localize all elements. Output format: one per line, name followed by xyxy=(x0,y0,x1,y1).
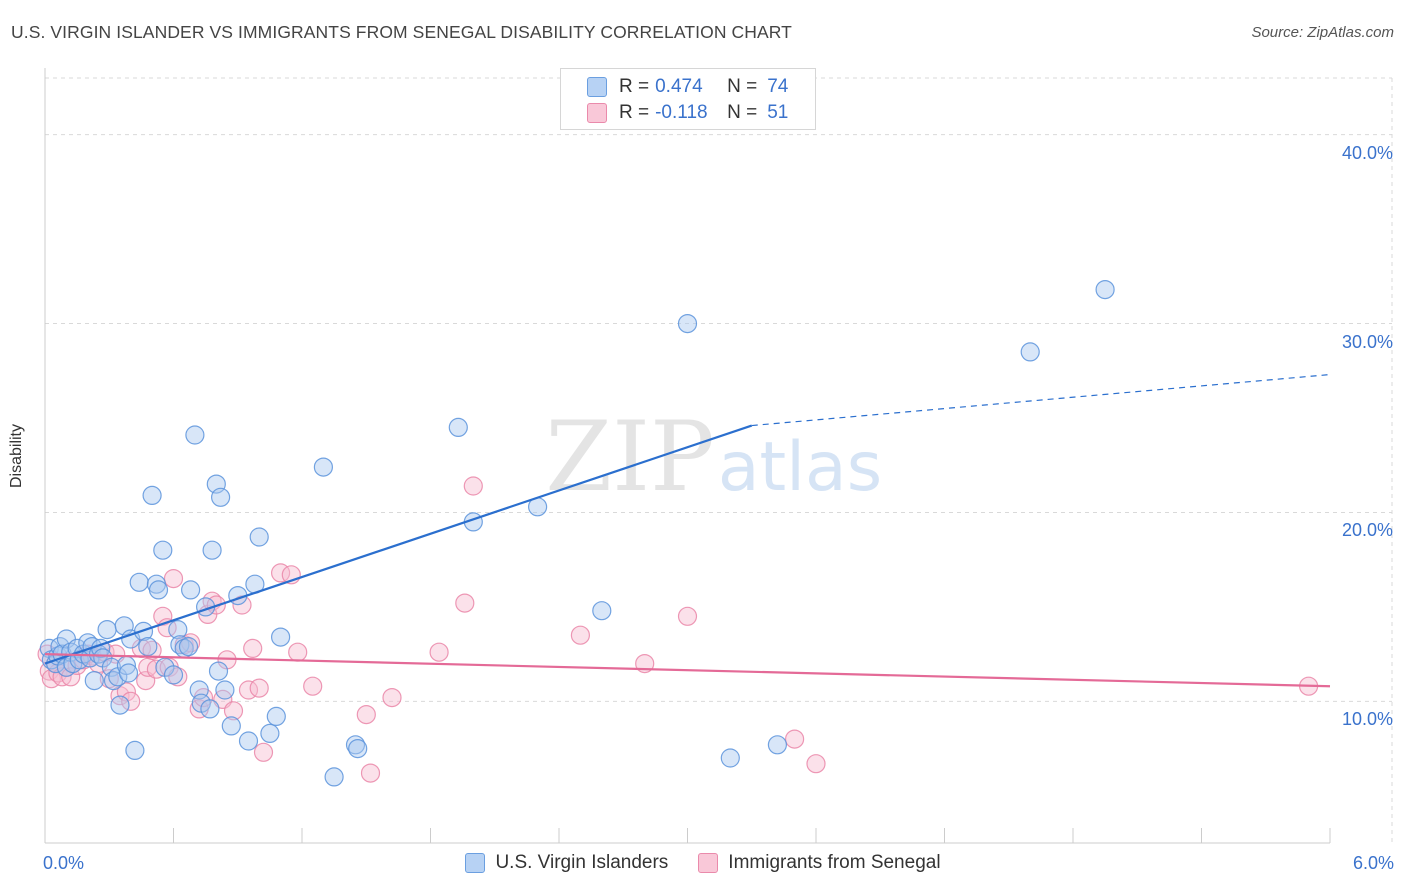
data-point-senegal xyxy=(463,476,483,496)
bottom-legend-swatch-blue xyxy=(465,853,486,873)
trend-line-virgin-islander-extension xyxy=(751,373,1331,427)
legend-row-blue: R = 0.474 N = 74 xyxy=(587,75,788,99)
data-point-senegal xyxy=(303,676,323,696)
data-point-senegal xyxy=(429,642,449,662)
data-point-senegal xyxy=(253,742,274,762)
data-point-virgin-islander xyxy=(148,580,169,600)
legend-swatch-pink xyxy=(587,103,607,123)
data-point-virgin-islander xyxy=(97,619,117,640)
data-point-senegal xyxy=(382,687,402,708)
source-label: Source: ZipAtlas.com xyxy=(1251,24,1394,41)
data-point-virgin-islander xyxy=(178,636,199,657)
y-axis-label: Disability xyxy=(8,423,25,489)
data-point-virgin-islander xyxy=(168,619,188,640)
data-point-senegal xyxy=(288,642,308,662)
x-tick-label-min: 0.0% xyxy=(43,853,85,873)
legend-r-label: R = xyxy=(619,76,650,97)
data-point-virgin-islander xyxy=(129,572,149,592)
series-immigrants-from-senegal xyxy=(37,476,1319,783)
data-point-senegal xyxy=(455,593,475,613)
data-point-virgin-islander xyxy=(138,636,158,657)
data-point-virgin-islander xyxy=(208,661,229,681)
data-point-virgin-islander xyxy=(153,540,173,560)
data-point-virgin-islander xyxy=(221,716,241,736)
watermark-atlas: atlas xyxy=(718,428,882,507)
data-point-virgin-islander xyxy=(238,731,259,751)
y-tick-label: 20.0% xyxy=(1341,520,1393,541)
data-point-virgin-islander xyxy=(185,425,205,445)
data-point-virgin-islander xyxy=(118,663,139,683)
data-point-virgin-islander xyxy=(125,740,145,761)
legend-n-value: 51 xyxy=(767,102,789,123)
data-point-virgin-islander xyxy=(50,636,70,657)
legend-n-label: N = xyxy=(727,76,758,97)
y-tick-label: 10.0% xyxy=(1341,709,1393,730)
data-point-virgin-islander xyxy=(215,680,235,700)
data-point-virgin-islander xyxy=(324,767,344,787)
data-point-senegal xyxy=(784,729,805,749)
data-point-virgin-islander xyxy=(313,457,333,477)
data-point-senegal xyxy=(153,606,173,626)
x-tick-label-max: 6.0% xyxy=(1352,853,1394,873)
data-point-virgin-islander xyxy=(163,665,184,685)
bottom-legend-item-pink: Immigrants from Senegal xyxy=(698,852,941,874)
data-point-virgin-islander xyxy=(202,540,222,560)
bottom-legend-item-blue: U.S. Virgin Islanders xyxy=(465,852,668,874)
data-point-virgin-islander xyxy=(720,748,740,768)
data-point-virgin-islander xyxy=(200,699,220,719)
data-point-virgin-islander xyxy=(677,314,698,334)
legend-swatch-blue xyxy=(587,77,607,97)
bottom-legend-label: U.S. Virgin Islanders xyxy=(495,852,669,873)
data-point-virgin-islander xyxy=(1095,280,1115,300)
chart-title: U.S. VIRGIN ISLANDER VS IMMIGRANTS FROM … xyxy=(11,22,792,42)
data-point-virgin-islander xyxy=(110,695,130,715)
data-point-senegal xyxy=(121,691,141,711)
data-point-senegal xyxy=(677,606,698,626)
legend-n-label: N = xyxy=(727,102,758,123)
data-point-virgin-islander xyxy=(181,580,201,600)
legend: R = 0.474 N = 74 R = -0.118 N = 51 xyxy=(560,68,816,130)
y-tick-label: 30.0% xyxy=(1341,331,1393,352)
legend-r-value: 0.474 xyxy=(655,76,703,97)
data-point-senegal xyxy=(163,568,184,589)
data-point-virgin-islander xyxy=(271,627,291,647)
data-point-senegal xyxy=(243,638,263,659)
data-point-virgin-islander xyxy=(348,738,368,759)
data-point-senegal xyxy=(249,678,269,698)
data-point-virgin-islander xyxy=(211,487,231,507)
bottom-legend-swatch-pink xyxy=(698,853,719,873)
trend-line-senegal xyxy=(44,653,1331,688)
data-point-virgin-islander xyxy=(84,670,104,691)
legend-r-label: R = xyxy=(619,102,650,123)
trend-line-virgin-islander xyxy=(44,424,753,665)
watermark: ZIP atlas xyxy=(545,401,882,513)
data-point-virgin-islander xyxy=(1020,342,1040,362)
series-us-virgin-islanders xyxy=(39,280,1115,787)
data-point-senegal xyxy=(223,701,244,721)
data-point-virgin-islander xyxy=(249,527,269,547)
axis-layer xyxy=(44,68,1331,844)
watermark-zip: ZIP xyxy=(545,401,714,513)
data-point-senegal xyxy=(356,704,376,725)
data-point-virgin-islander xyxy=(260,723,280,744)
data-point-virgin-islander xyxy=(592,601,612,621)
data-point-senegal xyxy=(806,754,826,774)
bottom-legend-label: Immigrants from Senegal xyxy=(728,852,941,873)
legend-r-value: -0.118 xyxy=(655,102,708,123)
bottom-legend: U.S. Virgin Islanders Immigrants from Se… xyxy=(0,852,1406,874)
data-point-virgin-islander xyxy=(266,706,286,727)
y-tick-label: 40.0% xyxy=(1341,142,1393,163)
trend-lines xyxy=(44,373,1331,688)
data-point-virgin-islander xyxy=(142,485,162,505)
data-point-virgin-islander xyxy=(448,417,468,437)
data-point-virgin-islander xyxy=(767,735,788,755)
data-point-senegal xyxy=(232,595,252,615)
data-point-senegal xyxy=(570,625,591,645)
legend-n-value: 74 xyxy=(767,76,789,97)
data-point-senegal xyxy=(360,763,381,783)
legend-row-pink: R = -0.118 N = 51 xyxy=(587,101,788,125)
